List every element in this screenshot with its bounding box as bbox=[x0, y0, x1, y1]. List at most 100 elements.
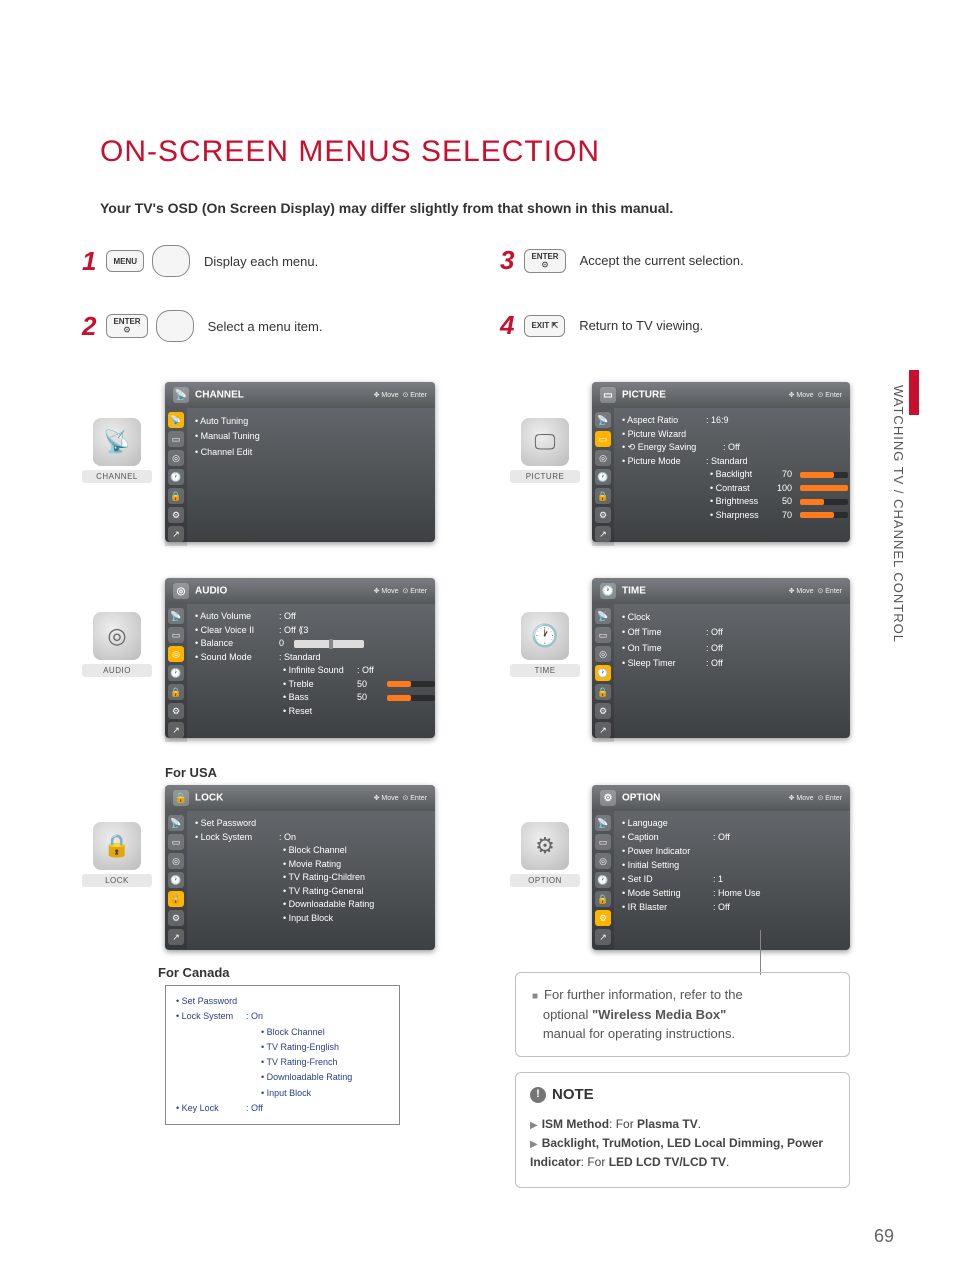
menu-value: : Off bbox=[706, 641, 723, 656]
step-number: 1 bbox=[82, 246, 96, 277]
hint-move: ✥ Move bbox=[374, 795, 399, 802]
side-icon: 🕐 bbox=[168, 469, 184, 485]
menu-item: Caption: Off bbox=[622, 831, 842, 845]
menu-subitem: Downloadable Rating bbox=[261, 1070, 389, 1085]
satellite-icon: 📡 bbox=[173, 387, 189, 403]
hint-move: ✥ Move bbox=[374, 588, 399, 595]
side-icon: 📡 bbox=[168, 608, 184, 624]
panel-sidebar: 📡 ▭ ◎ 🕐 🔒 ⚙ ↗ bbox=[592, 604, 614, 742]
side-icon: ▭ bbox=[595, 431, 611, 447]
panel-sidebar: 📡 ▭ ◎ 🕐 🔒 ⚙ ↗ bbox=[165, 408, 187, 546]
time-category-icon: 🕐 TIME bbox=[510, 612, 580, 677]
panel-header: 🔒LOCK ✥ Move ⊙ Enter bbox=[165, 785, 435, 811]
side-icon: 🕐 bbox=[595, 469, 611, 485]
menu-value: : 16:9 bbox=[706, 414, 729, 428]
side-icon: 🔒 bbox=[595, 891, 611, 907]
menu-item: Manual Tuning bbox=[195, 429, 273, 444]
hint-move: ✥ Move bbox=[789, 588, 814, 595]
category-label: LOCK bbox=[82, 874, 152, 887]
menu-subitem: Infinite Sound: Off bbox=[283, 664, 435, 678]
side-icon: ▭ bbox=[168, 431, 184, 447]
menu-subitem: Movie Rating bbox=[283, 858, 427, 872]
side-icon: ⚙ bbox=[595, 703, 611, 719]
panel-sidebar: 📡 ▭ ◎ 🕐 🔒 ⚙ ↗ bbox=[592, 408, 614, 546]
side-icon: ↗ bbox=[595, 722, 611, 738]
hint-move: ✥ Move bbox=[789, 795, 814, 802]
panel-content: LanguageCaption: OffPower IndicatorIniti… bbox=[614, 811, 850, 949]
menu-subitem: Brightness50 bbox=[710, 495, 848, 509]
menu-item: Key Lock bbox=[176, 1101, 246, 1116]
tv-icon: 🖵 bbox=[521, 418, 569, 466]
menu-value: : Off ⟪3 bbox=[279, 624, 308, 638]
menu-subitem: Input Block bbox=[283, 912, 339, 926]
menu-value: : On bbox=[246, 1011, 263, 1021]
side-icon: 📡 bbox=[168, 815, 184, 831]
step-text: Select a menu item. bbox=[208, 319, 323, 334]
menu-subitem: TV Rating-French bbox=[261, 1055, 389, 1070]
panel-title: AUDIO bbox=[195, 586, 227, 597]
canada-box: Set Password Lock System: On Block Chann… bbox=[165, 985, 400, 1125]
note-bold: LED LCD TV/LCD TV bbox=[609, 1155, 726, 1169]
category-label: PICTURE bbox=[510, 470, 580, 483]
menu-subitem: Block Channel bbox=[261, 1025, 389, 1040]
panel-header: 🕐TIME ✥ Move ⊙ Enter bbox=[592, 578, 850, 604]
hint-enter: ⊙ Enter bbox=[817, 392, 842, 399]
side-icon: 🕐 bbox=[595, 872, 611, 888]
hint-enter: ⊙ Enter bbox=[402, 392, 427, 399]
side-icon: 🔒 bbox=[595, 488, 611, 504]
menu-item: Initial Setting bbox=[622, 859, 842, 873]
exit-button-icon: EXIT ⇱ bbox=[524, 315, 565, 337]
menu-button-icon: MENU bbox=[106, 250, 144, 272]
panel-sidebar: 📡 ▭ ◎ 🕐 🔒 ⚙ ↗ bbox=[592, 811, 614, 949]
panel-content: Auto Volume: Off Clear Voice II: Off ⟪3 … bbox=[187, 604, 443, 742]
audio-category-icon: ◎ AUDIO bbox=[82, 612, 152, 677]
menu-item: Mode Setting: Home Use bbox=[622, 887, 842, 901]
lock-panel: 🔒LOCK ✥ Move ⊙ Enter 📡 ▭ ◎ 🕐 🔒 ⚙ ↗ Set P… bbox=[165, 785, 435, 950]
panel-header: ◎AUDIO ✥ Move ⊙ Enter bbox=[165, 578, 435, 604]
category-label: OPTION bbox=[510, 874, 580, 887]
menu-value: : Standard bbox=[706, 455, 748, 469]
side-icon: 📡 bbox=[595, 815, 611, 831]
step-4: 4 EXIT ⇱ Return to TV viewing. bbox=[500, 310, 703, 341]
side-icon: ▭ bbox=[595, 627, 611, 643]
note-title-text: NOTE bbox=[552, 1083, 594, 1107]
side-tab bbox=[909, 370, 919, 415]
side-icon: 📡 bbox=[595, 412, 611, 428]
menu-subitem: TV Rating-General bbox=[283, 885, 427, 899]
enter-button-icon: ENTER ⊙ bbox=[524, 249, 565, 273]
hint-enter: ⊙ Enter bbox=[402, 588, 427, 595]
hint-move: ✥ Move bbox=[374, 392, 399, 399]
menu-item: Balance bbox=[195, 637, 273, 651]
satellite-icon: 📡 bbox=[93, 418, 141, 466]
speaker-icon: ◎ bbox=[93, 612, 141, 660]
gear-icon: ⚙ bbox=[600, 790, 616, 806]
side-icon: ↗ bbox=[595, 929, 611, 945]
step-number: 3 bbox=[500, 245, 514, 276]
note-bold: ISM Method bbox=[542, 1117, 609, 1131]
menu-item: Set Password bbox=[195, 817, 273, 831]
menu-item: Language bbox=[622, 817, 842, 831]
picture-panel: ▭PICTURE ✥ Move ⊙ Enter 📡 ▭ ◎ 🕐 🔒 ⚙ ↗ As… bbox=[592, 382, 850, 542]
menu-value: : Standard bbox=[279, 651, 321, 665]
step-text: Display each menu. bbox=[204, 254, 318, 269]
channel-panel: 📡CHANNEL ✥ Move ⊙ Enter 📡 ▭ ◎ 🕐 🔒 ⚙ ↗ Au… bbox=[165, 382, 435, 542]
menu-item: Set ID: 1 bbox=[622, 873, 842, 887]
menu-value: : Off bbox=[706, 656, 723, 671]
side-icon: ↗ bbox=[168, 722, 184, 738]
menu-value: 0 bbox=[279, 637, 284, 651]
clock-icon: 🕐 bbox=[521, 612, 569, 660]
enter-button-icon: ENTER ⊙ bbox=[106, 314, 147, 338]
side-icon: ↗ bbox=[168, 929, 184, 945]
menu-value: : Off bbox=[706, 625, 723, 640]
subtitle: Your TV's OSD (On Screen Display) may di… bbox=[100, 200, 673, 216]
step-text: Accept the current selection. bbox=[580, 253, 744, 268]
side-icon: ▭ bbox=[595, 834, 611, 850]
note-text: . bbox=[726, 1155, 729, 1169]
option-category-icon: ⚙ OPTION bbox=[510, 822, 580, 887]
menu-item: Picture Mode bbox=[622, 455, 700, 469]
menu-subitem: Contrast100 bbox=[710, 482, 848, 496]
step-number: 2 bbox=[82, 311, 96, 342]
menu-item: Sleep Timer bbox=[622, 656, 700, 671]
side-label: WATCHING TV / CHANNEL CONTROL bbox=[891, 385, 906, 643]
nav-pad-icon bbox=[156, 310, 194, 342]
